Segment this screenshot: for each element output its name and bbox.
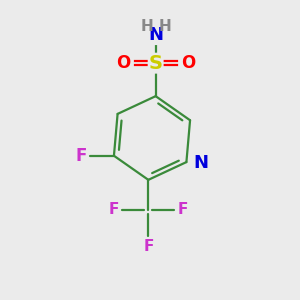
Text: S: S <box>149 54 163 73</box>
Text: N: N <box>148 26 163 44</box>
Text: O: O <box>181 54 195 72</box>
Text: F: F <box>177 202 188 217</box>
Text: O: O <box>116 54 131 72</box>
Text: H: H <box>158 19 171 34</box>
Text: H: H <box>140 19 153 34</box>
Text: F: F <box>76 147 87 165</box>
Text: N: N <box>194 154 208 172</box>
Text: F: F <box>143 239 154 254</box>
Text: F: F <box>109 202 119 217</box>
